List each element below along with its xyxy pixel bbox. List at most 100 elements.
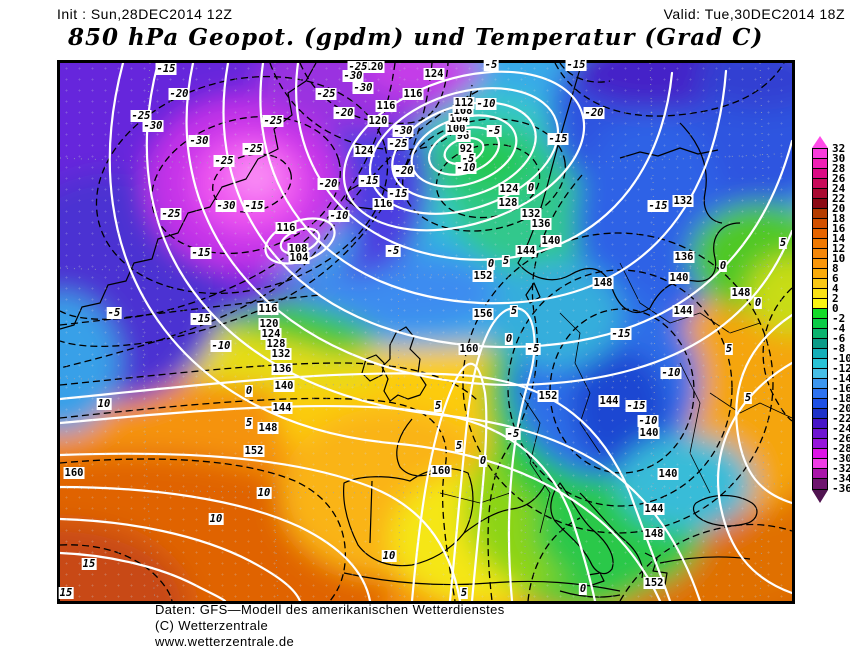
colorbar-block (813, 479, 827, 489)
geopotential-label: 128 (497, 197, 519, 209)
data-source-line: Daten: GFS—Modell des amerikanischen Wet… (155, 602, 505, 617)
colorbar-block (813, 369, 827, 379)
colorbar-block (813, 299, 827, 309)
temperature-label: -25 (387, 138, 409, 150)
temperature-label: -25 (242, 143, 264, 155)
colorbar-block (813, 359, 827, 369)
geopotential-label: 144 (515, 245, 537, 257)
colorbar-block (813, 269, 827, 279)
colorbar-tick: -10 (832, 352, 850, 365)
geopotential-label: 148 (643, 528, 665, 540)
colorbar-block (813, 319, 827, 329)
geopotential-label: 140 (540, 235, 562, 247)
colorbar-tick: 2 (832, 292, 839, 305)
geopotential-label: 124 (498, 183, 520, 195)
temperature-label: -5 (525, 343, 541, 355)
geopotential-label: 132 (520, 208, 542, 220)
temperature-label: -30 (142, 120, 164, 132)
colorbar-tick: -36 (832, 482, 850, 495)
temperature-label: 10 (208, 513, 224, 525)
colorbar-block (813, 349, 827, 359)
colorbar-tick: 12 (832, 242, 846, 255)
geopotential-label: 116 (257, 303, 279, 315)
temperature-colorbar: 32 30 28 26 24 22 20 18 16 14 12 10 8 6 4 2 0 -2 -4 -6 -8 -10… (812, 136, 850, 503)
colorbar-tick: 4 (832, 282, 839, 295)
copyright-line: (C) Wetterzentrale (155, 618, 269, 633)
colorbar-block (813, 429, 827, 439)
geopotential-label: 136 (673, 251, 695, 263)
temperature-label: -10 (637, 415, 659, 427)
colorbar-block (813, 259, 827, 269)
colorbar-tick: 6 (832, 272, 839, 285)
geopotential-label: 152 (643, 577, 665, 589)
geopotential-label: 116 (372, 198, 394, 210)
colorbar-tick: 10 (832, 252, 846, 265)
colorbar-tick: 16 (832, 222, 846, 235)
temperature-label: 0 (244, 385, 254, 397)
geopotential-label: 124 (423, 68, 445, 80)
temperature-label: -15 (565, 59, 587, 71)
geopotential-label: 92 (458, 143, 474, 155)
geopotential-label: 140 (668, 272, 690, 284)
temperature-label: -25 (130, 110, 152, 122)
colorbar-tick: 20 (832, 202, 846, 215)
geopotential-label: 152 (243, 445, 265, 457)
temperature-label: 0 (753, 297, 763, 309)
geopotential-label: 132 (270, 348, 292, 360)
temperature-label: 0 (478, 455, 488, 467)
colorbar-tick: -6 (832, 332, 846, 345)
temperature-label: -10 (210, 340, 232, 352)
geopotential-label: 144 (643, 503, 665, 515)
colorbar-tick: 24 (832, 182, 846, 195)
temperature-label: 5 (433, 400, 443, 412)
colorbar-tick: 0 (832, 302, 839, 315)
colorbar-block (813, 469, 827, 479)
colorbar-block (813, 409, 827, 419)
geopotential-label: 144 (271, 402, 293, 414)
temperature-label: -20 (333, 107, 355, 119)
temperature-label: -10 (328, 210, 350, 222)
temperature-label: 5 (743, 392, 753, 404)
geopotential-label: 152 (472, 270, 494, 282)
geopotential-label: 112 (453, 97, 475, 109)
colorbar-block (813, 249, 827, 259)
temperature-label: 10 (381, 550, 397, 562)
colorbar-tick: 8 (832, 262, 839, 275)
colorbar-tick: 22 (832, 192, 846, 205)
temperature-label: 5 (509, 305, 519, 317)
contour-labels-layer: 92 96 100 104 108 112 116 116 120 124 124 120 116 108… (58, 59, 792, 601)
temperature-label: 0 (504, 333, 514, 345)
temperature-label: -5 (483, 59, 499, 71)
temperature-label: 5 (244, 417, 254, 429)
colorbar-tick: -8 (832, 342, 846, 355)
geopotential-label: 136 (271, 363, 293, 375)
geopotential-label: 144 (598, 395, 620, 407)
colorbar-block (813, 309, 827, 319)
geopotential-label: 124 (353, 145, 375, 157)
temperature-label: 5 (778, 237, 788, 249)
colorbar-block (813, 149, 827, 159)
temperature-label: -25 (213, 155, 235, 167)
colorbar-block (813, 219, 827, 229)
colorbar-tick: -34 (832, 472, 850, 485)
colorbar-block (813, 399, 827, 409)
colorbar-tick: -28 (832, 442, 850, 455)
colorbar-block (813, 239, 827, 249)
temperature-label: -30 (392, 125, 414, 137)
colorbar-block (813, 439, 827, 449)
temperature-label: -30 (188, 135, 210, 147)
colorbar-block (813, 459, 827, 469)
temperature-label: -15 (610, 328, 632, 340)
colorbar-blocks (812, 148, 828, 490)
temperature-label: -20 (583, 107, 605, 119)
temperature-label: -20 (168, 88, 190, 100)
geopotential-label: 140 (657, 468, 679, 480)
colorbar-block (813, 189, 827, 199)
geopotential-label: 104 (288, 252, 310, 264)
geopotential-label: 116 (402, 88, 424, 100)
temperature-label: 10 (256, 487, 272, 499)
temperature-contours (60, 63, 792, 601)
temperature-label: 0 (718, 260, 728, 272)
temperature-label: -5 (106, 307, 122, 319)
colorbar-tick: -16 (832, 382, 850, 395)
